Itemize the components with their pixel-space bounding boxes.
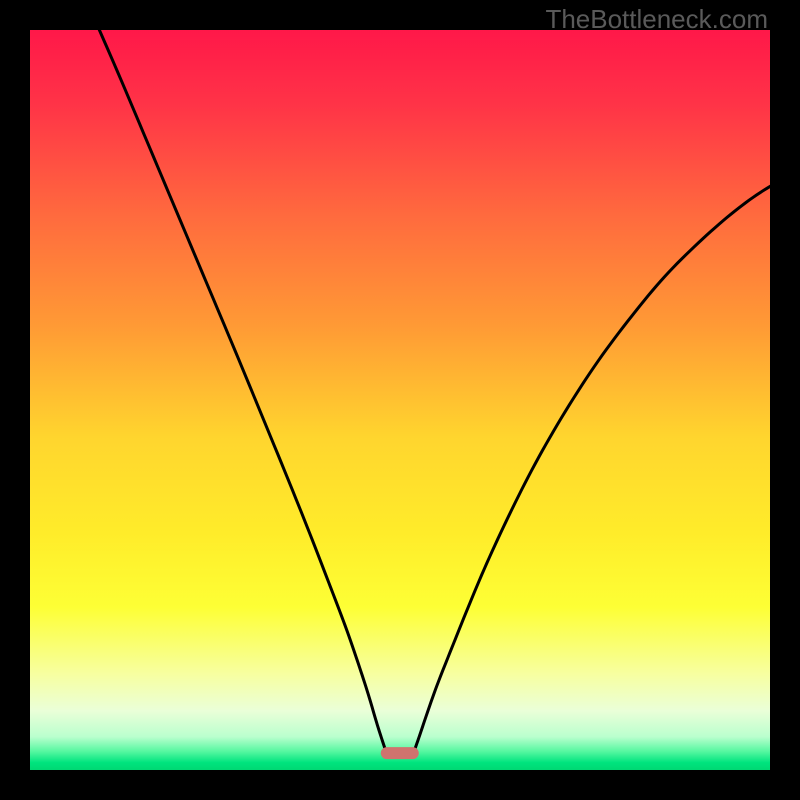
watermark-text: TheBottleneck.com [545, 4, 768, 35]
bottleneck-curve [30, 30, 770, 770]
minimum-marker [381, 747, 419, 759]
curve-right-branch [414, 178, 770, 752]
curve-left-branch [93, 30, 386, 751]
plot-area [30, 30, 770, 770]
